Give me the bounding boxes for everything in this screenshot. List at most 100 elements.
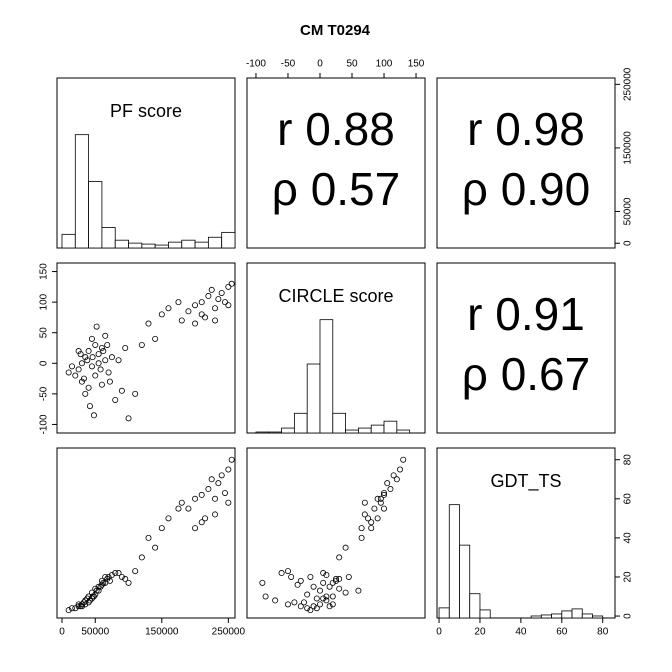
scatter-point (291, 599, 298, 606)
scatter-point (198, 299, 205, 306)
scatter-point (374, 515, 381, 522)
scatter-point (178, 317, 185, 324)
scatter-point (358, 525, 365, 532)
tick-label: 100 (39, 293, 50, 310)
scatter-point (102, 573, 109, 580)
scatter-point (132, 568, 139, 575)
tick-label: 50 (346, 59, 358, 70)
histogram-bar (319, 319, 334, 434)
scatter-point (102, 332, 109, 339)
scatter-point (115, 357, 122, 364)
scatter-point (175, 299, 182, 306)
tick-label: -50 (281, 59, 296, 70)
scatter-point (85, 384, 92, 391)
scatter-point (225, 302, 232, 309)
histogram-bar (181, 239, 196, 249)
tick-label: 100 (376, 59, 393, 70)
variable-label: PF score (110, 101, 182, 121)
scatter-point (304, 591, 311, 598)
scatter-point (397, 466, 404, 473)
scatter-point (278, 570, 285, 577)
tick-label: 80 (623, 454, 634, 466)
tick-label: 0 (59, 627, 65, 638)
tick-label: -50 (39, 386, 50, 401)
scatter-point (316, 601, 323, 608)
scatter-point (225, 466, 232, 473)
scatter-point (80, 599, 87, 606)
scatter-point (105, 369, 112, 376)
scatter-point (145, 320, 152, 327)
scatter-point (272, 597, 279, 604)
scatter-point (95, 360, 102, 367)
histogram-bar (345, 429, 359, 434)
scatter-point (329, 593, 336, 600)
scatter-point (307, 607, 314, 614)
scatter-point (75, 601, 82, 608)
panel (436, 447, 616, 619)
panel (246, 447, 426, 619)
scatter-point (390, 472, 397, 479)
scatter-point (393, 476, 400, 483)
scatter-point (175, 505, 182, 512)
scatter-point (93, 323, 100, 330)
scatter-point (65, 607, 72, 614)
histogram-bar (396, 429, 411, 434)
scatter-point (89, 354, 96, 361)
scatter-point (198, 519, 205, 526)
histogram-bar (530, 615, 542, 619)
tick-label: 0 (436, 627, 442, 638)
histogram-bar (221, 231, 236, 249)
scatter-point (178, 499, 185, 506)
correlation-label: r 0.98 (467, 103, 585, 155)
histogram-bar (268, 431, 282, 434)
tick-label: 60 (623, 493, 634, 505)
tick-label: 40 (623, 532, 634, 544)
scatter-point (118, 573, 125, 580)
scatter-point (371, 505, 378, 512)
histogram-bar (61, 233, 76, 249)
panel (436, 262, 616, 434)
scatter-point (313, 595, 320, 602)
scatter-point (259, 579, 266, 586)
tick-label: 150 (408, 59, 425, 70)
scatter-point (78, 360, 85, 367)
scatter-point (323, 597, 330, 604)
scatter-point (329, 601, 336, 608)
scatter-point (205, 293, 212, 300)
histogram-bar (255, 431, 270, 434)
scatter-point (316, 587, 323, 594)
panel (56, 262, 236, 434)
tick-label: -100 (39, 414, 50, 434)
scatter-point (77, 603, 84, 610)
scatter-point (368, 525, 375, 532)
scatter-point (152, 544, 159, 551)
scatter-point (294, 581, 301, 588)
histogram-bar (332, 412, 347, 434)
panel (56, 447, 236, 619)
tick-label: 80 (597, 627, 609, 638)
scatter-point (95, 351, 102, 358)
scatter-point (115, 570, 122, 577)
scatter-point (122, 575, 129, 582)
scatter-point (104, 341, 111, 348)
scatter-point (92, 341, 99, 348)
scatter-point (106, 577, 113, 584)
tick-label: 150 (39, 263, 50, 280)
scatter-point (212, 495, 219, 502)
scatter-point (132, 390, 139, 397)
scatter-point (342, 544, 349, 551)
histogram-bar (114, 239, 129, 249)
scatter-point (361, 511, 368, 518)
tick-label: 50000 (623, 197, 634, 225)
scatter-point (297, 577, 304, 584)
scatter-point (100, 348, 107, 355)
scatter-point (205, 486, 212, 493)
histogram-bar (592, 615, 604, 619)
tick-label: 20 (474, 627, 486, 638)
scatter-point (165, 515, 172, 522)
scatter-point (72, 372, 79, 379)
scatter-point (208, 476, 215, 483)
scatter-point (297, 603, 304, 610)
scatter-point (307, 573, 314, 580)
scatter-point (345, 573, 352, 580)
